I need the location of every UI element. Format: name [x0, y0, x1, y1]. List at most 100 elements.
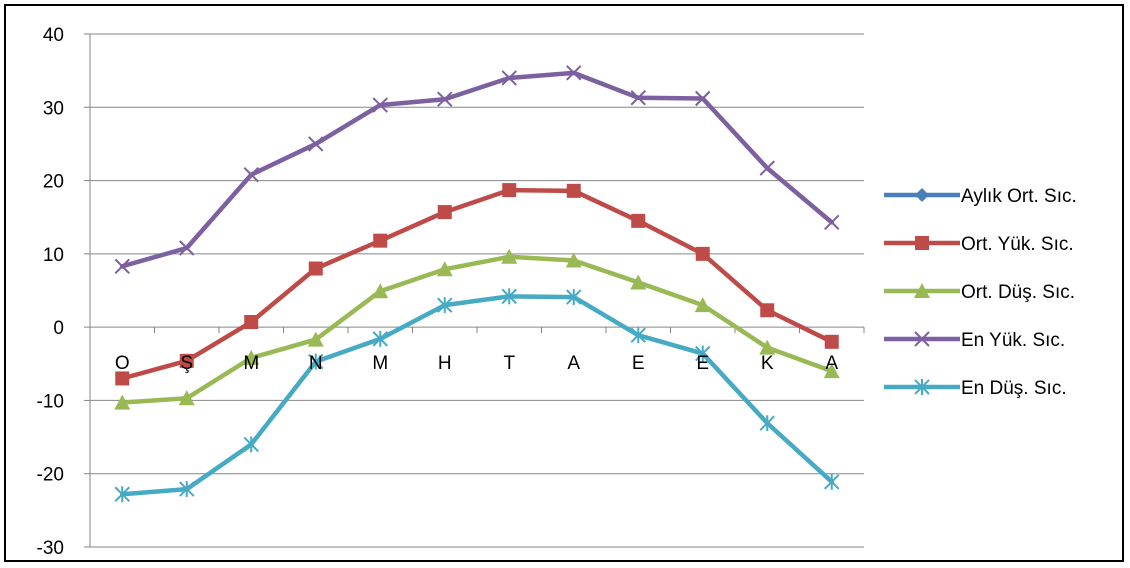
data-point — [631, 213, 646, 228]
y-tick-label: 30 — [43, 98, 64, 119]
legend-item: En Yük. Sıc. — [884, 330, 1065, 351]
marker-stroke — [372, 97, 388, 113]
data-point — [760, 303, 775, 318]
data-point — [179, 240, 195, 256]
data-point — [437, 205, 452, 220]
data-point — [759, 160, 775, 176]
data-point — [824, 214, 840, 231]
chart-frame: -30 -20 -10 0 10 20 30 40 O Ş M N M H T A E E K A Aylık Ort… — [4, 4, 1124, 562]
series-1 — [115, 183, 839, 386]
data-point — [178, 390, 195, 406]
x-tick-label: M — [372, 353, 388, 374]
marker-stroke — [914, 331, 930, 347]
y-tick-label: -10 — [37, 391, 64, 412]
x-tick-label: M — [243, 353, 259, 374]
x-tick-label: E — [632, 353, 645, 374]
marker-stroke — [630, 90, 646, 106]
data-point — [566, 65, 582, 81]
line-chart: -30 -20 -10 0 10 20 30 40 O Ş M N M H T A E E K A Aylık Ort… — [37, 25, 1077, 559]
series-2 — [114, 248, 840, 410]
data-point — [115, 371, 130, 386]
y-tick-label: 20 — [43, 172, 64, 193]
data-point — [502, 183, 517, 198]
legend-label: Ort. Düş. Sıc. — [961, 282, 1075, 303]
data-point — [759, 339, 776, 355]
marker-stroke — [695, 90, 711, 107]
series-3 — [114, 65, 840, 275]
marker-stroke — [243, 167, 259, 183]
y-tick-label: -30 — [37, 538, 64, 559]
data-point — [824, 334, 839, 349]
legend-item: Ort. Düş. Sıc. — [884, 282, 1075, 303]
data-point — [695, 246, 710, 261]
series-line — [120, 254, 834, 405]
data-point — [308, 353, 324, 370]
y-tick-label: -20 — [37, 465, 64, 486]
data-point — [437, 91, 453, 107]
x-tick-label: E — [696, 353, 709, 374]
data-point — [566, 183, 581, 198]
x-tick-label: O — [115, 353, 130, 374]
data-point — [372, 283, 389, 299]
data-point — [114, 394, 131, 410]
data-point — [372, 97, 388, 113]
data-point — [566, 289, 582, 306]
x-tick-label: K — [761, 353, 774, 374]
data-point — [179, 353, 194, 368]
data-point — [373, 233, 388, 248]
marker-stroke — [566, 65, 582, 81]
x-tick-label: Ş — [180, 353, 193, 374]
marker-stroke — [114, 258, 130, 275]
series-line — [120, 294, 834, 497]
legend-marker — [915, 188, 929, 202]
data-point — [630, 90, 646, 106]
data-point — [114, 486, 130, 503]
legend-item: Aylık Ort. Sıc. — [884, 186, 1077, 207]
legend-item: En Düş. Sıc. — [884, 378, 1067, 399]
data-point — [437, 297, 453, 314]
data-point — [501, 288, 517, 305]
data-point — [694, 297, 711, 313]
marker-stroke — [824, 214, 840, 231]
data-point — [243, 436, 259, 453]
x-tick-label: H — [438, 353, 452, 374]
legend-label: En Düş. Sıc. — [961, 378, 1067, 399]
data-point — [630, 327, 646, 344]
legend-marker — [914, 283, 930, 298]
legend-label: En Yük. Sıc. — [961, 330, 1065, 351]
x-tick-label: N — [309, 353, 323, 374]
x-tick-label: A — [825, 353, 838, 374]
data-point — [114, 258, 130, 275]
data-point — [244, 315, 259, 330]
data-point — [823, 363, 840, 379]
x-tick-label: A — [567, 353, 580, 374]
legend-marker — [915, 236, 929, 250]
y-tick-label: 40 — [43, 25, 64, 46]
data-point — [179, 481, 195, 498]
data-point — [501, 70, 517, 86]
data-point — [695, 90, 711, 107]
data-point — [759, 415, 775, 432]
series-line — [120, 187, 834, 381]
data-point — [372, 330, 388, 347]
legend-item: Ort. Yük. Sıc. — [884, 234, 1074, 255]
legend-label: Ort. Yük. Sıc. — [961, 234, 1074, 255]
marker-stroke — [759, 160, 775, 176]
legend-marker — [914, 379, 930, 395]
series-line — [120, 70, 834, 269]
data-point — [243, 167, 259, 183]
data-point — [243, 349, 260, 365]
y-tick-label: 10 — [43, 245, 64, 266]
marker-stroke — [501, 70, 517, 86]
data-point — [501, 248, 518, 264]
marker-stroke — [437, 91, 453, 107]
data-point — [695, 345, 711, 362]
data-point — [308, 136, 324, 152]
data-point — [308, 261, 323, 276]
marker-stroke — [179, 240, 195, 256]
series-4 — [114, 288, 840, 503]
data-point — [565, 252, 582, 268]
data-point — [436, 261, 453, 277]
marker-stroke — [308, 136, 324, 152]
data-point — [307, 331, 324, 347]
